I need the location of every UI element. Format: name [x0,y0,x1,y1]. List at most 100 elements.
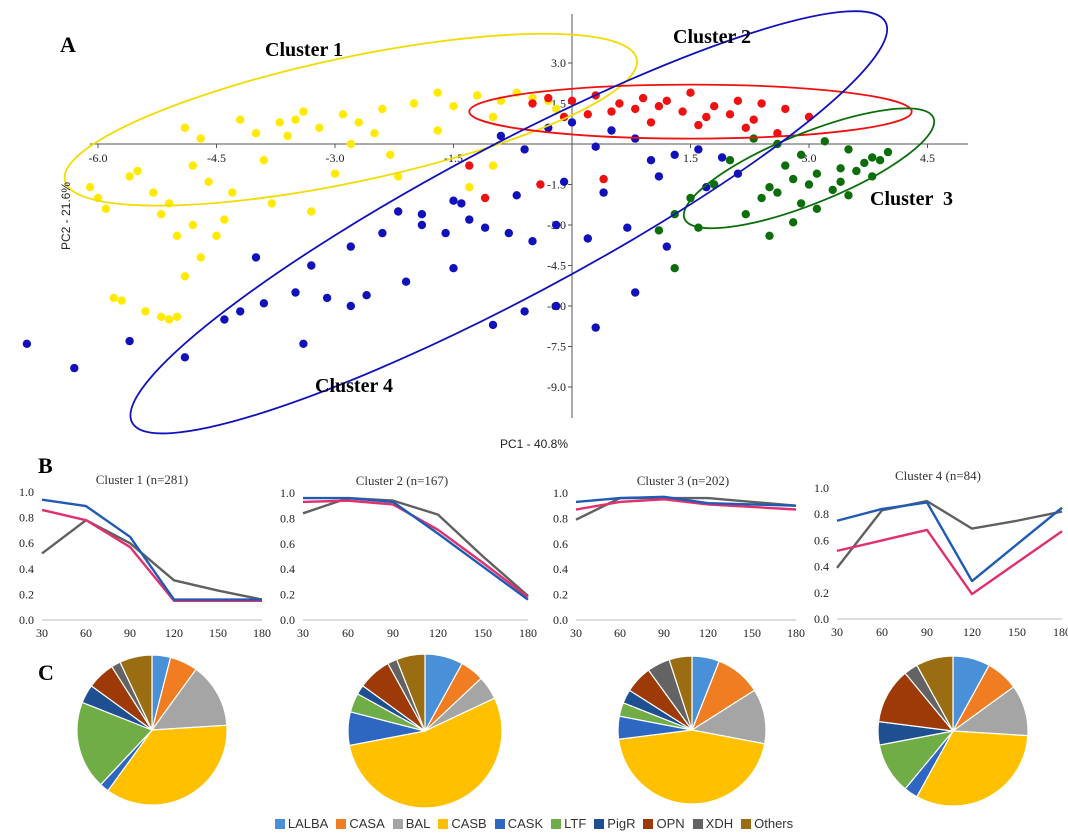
series-line [41,508,262,602]
cluster-4-point [583,234,592,243]
cluster-3-point [789,174,798,184]
cluster-1-point [196,253,205,262]
series-line [41,498,262,601]
cluster-4-point [465,215,474,224]
series-line [836,499,1063,569]
cluster-3-point [820,137,829,146]
x-tick-label: 180 [787,626,805,640]
cluster-1-point [315,123,324,132]
cluster-2-point [757,99,766,108]
legend-swatch [741,819,752,829]
series-line [575,498,797,511]
y-tick-label: 3.0 [551,56,566,70]
y-tick-label: 0.2 [814,586,829,600]
cluster-1-point [409,99,419,108]
cluster-4-point [449,196,458,205]
y-tick-label: 0.0 [814,612,829,626]
legend-item-bal: BAL [392,816,430,831]
cluster-1-point [101,204,111,213]
cluster-4-point [220,315,229,324]
legend-item-others: Others [741,816,793,831]
y-tick-label: 0.8 [19,511,34,525]
x-tick-label: 180 [253,626,271,640]
cluster-4-point [449,264,458,273]
panel-letter-a: A [60,32,76,57]
cluster-2-point [733,96,743,106]
cluster-1-point [307,207,316,216]
series-line [575,495,797,507]
legend-label: OPN [656,816,685,831]
legend-label: PigR [607,816,636,831]
cluster-2-point [773,129,782,138]
legend-item-cask: CASK [494,816,543,831]
cluster-4-point [591,142,600,151]
legend-swatch [643,819,654,829]
legend-swatch [692,819,703,829]
cluster-2-point [686,88,695,97]
legend-label: CASA [349,816,385,831]
cluster-1-point [117,296,126,305]
cluster-3-point [836,177,845,186]
series-line [302,499,529,599]
figure: A B C -6.0 -4.5 -3.0 -1.5 1.5 3.0 4.53.01.5-1.… [19,10,1068,809]
cluster-4-point [417,210,427,219]
cluster-1-point [465,183,474,192]
cluster-label: Cluster 1 [265,39,343,61]
x-tick-label: 30 [297,626,309,640]
x-tick-label: 120 [429,626,447,640]
cluster-1-point [188,220,197,230]
cluster-1-point [180,123,190,132]
cluster-1-point [259,156,269,165]
cluster-1-point [370,129,379,138]
x-tick-label: -6.0 [89,151,108,165]
cluster-4-point [488,320,498,330]
cluster-3-point [765,183,774,192]
line-chart-4: 0.0 0.2 0.4 0.6 0.8 1.0 30 60 90 120 150 180 Cluster… [814,468,1068,639]
cluster-4-point [180,353,190,362]
x-tick-label: 120 [699,626,717,640]
cluster-1-point [386,150,395,159]
cluster-4-ellipse [129,10,889,435]
cluster-2-point [725,110,735,119]
cluster-1-point [188,161,197,170]
legend-swatch [438,819,449,829]
y-tick-label: 0.4 [553,562,568,576]
y-tick-label: 0.0 [280,613,295,627]
x-tick-label: -3.0 [326,151,345,165]
panel-letter-b: B [38,453,53,478]
cluster-1-point [338,110,348,119]
cluster-4-point [702,183,711,192]
cluster-label: Cluster 3 [870,188,953,210]
cluster-4-point [694,145,703,154]
x-tick-label: -4.5 [207,151,226,165]
cluster-4-point [346,242,355,251]
cluster-3-point [670,264,679,273]
cluster-1-point [394,172,403,181]
cluster-4-point [299,339,308,348]
pie-charts [76,653,1029,809]
x-tick-label: 90 [387,626,399,640]
y-tick-label: 0.4 [814,560,829,574]
cluster-2-point [710,102,719,111]
cluster-1-point [299,107,308,116]
cluster-3-point [796,150,806,159]
cluster-3-point [812,204,822,213]
legend-item-casa: CASA [336,816,385,831]
cluster-4-point [307,261,316,270]
cluster-1-point [172,312,182,321]
cluster-1-point [433,88,442,97]
cluster-4-point [251,253,261,262]
cluster-4-point [646,156,656,165]
cluster-4-point [599,188,608,197]
line-chart-title: Cluster 1 (n=281) [96,472,189,487]
cluster-4-point [22,339,32,348]
cluster-4-point [528,237,537,246]
cluster-2-point [544,93,553,103]
cluster-4-point [291,288,300,297]
cluster-4-point [236,307,245,316]
legend-swatch [551,819,562,829]
x-tick-label: 150 [1008,625,1026,639]
cluster-3-point [725,156,735,165]
pie-slice-others [119,654,153,731]
x-tick-label: 90 [124,626,136,640]
